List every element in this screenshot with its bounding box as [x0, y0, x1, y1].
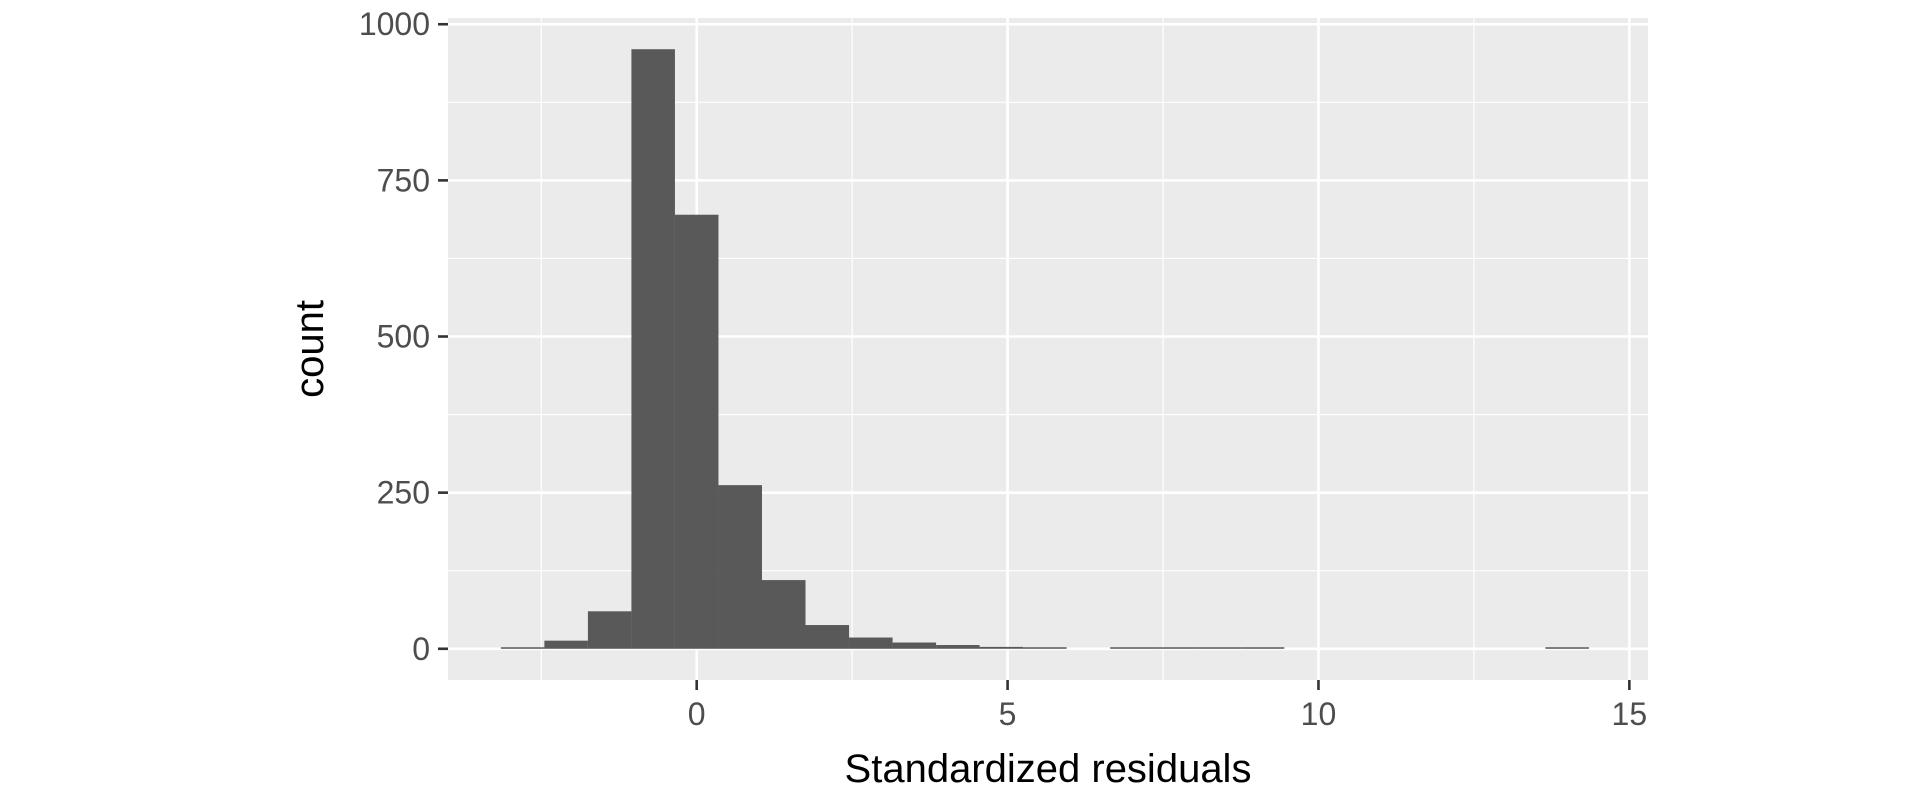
histogram-bar: [805, 625, 850, 649]
histogram-bar: [1153, 647, 1198, 649]
histogram-bar: [1023, 647, 1067, 649]
axis-tick-labels: 0 250 500 750 1000 0 5 10 15: [359, 6, 1647, 732]
histogram-bar: [936, 645, 980, 649]
histogram-bars: [500, 49, 1589, 649]
y-tick-label: 1000: [359, 6, 430, 42]
y-tick-label: 500: [377, 319, 430, 355]
y-tick-label: 250: [377, 475, 430, 511]
histogram-bar: [1240, 647, 1285, 649]
histogram-bar: [587, 611, 632, 649]
histogram-bar: [979, 646, 1024, 649]
y-tick-label: 750: [377, 162, 430, 198]
histogram-bar: [631, 49, 675, 649]
histogram-bar: [1110, 647, 1154, 649]
x-axis-title: Standardized residuals: [845, 747, 1252, 791]
x-tick-label: 0: [688, 696, 706, 732]
x-tick-label: 10: [1301, 696, 1337, 732]
histogram-bar: [892, 642, 937, 649]
histogram-bar: [500, 647, 545, 649]
histogram-bar: [1545, 647, 1589, 649]
x-tick-label: 5: [999, 696, 1017, 732]
histogram-bar: [849, 637, 893, 649]
histogram-bar: [1197, 647, 1241, 649]
histogram-bar: [718, 485, 762, 649]
histogram-bar: [544, 640, 588, 649]
y-axis-title: count: [288, 300, 332, 398]
axis-ticks: [438, 22, 1631, 690]
histogram-bar: [761, 580, 806, 649]
panel-background: [448, 18, 1648, 680]
x-tick-label: 15: [1612, 696, 1648, 732]
y-tick-label: 0: [412, 631, 430, 667]
histogram-bar: [674, 214, 719, 649]
